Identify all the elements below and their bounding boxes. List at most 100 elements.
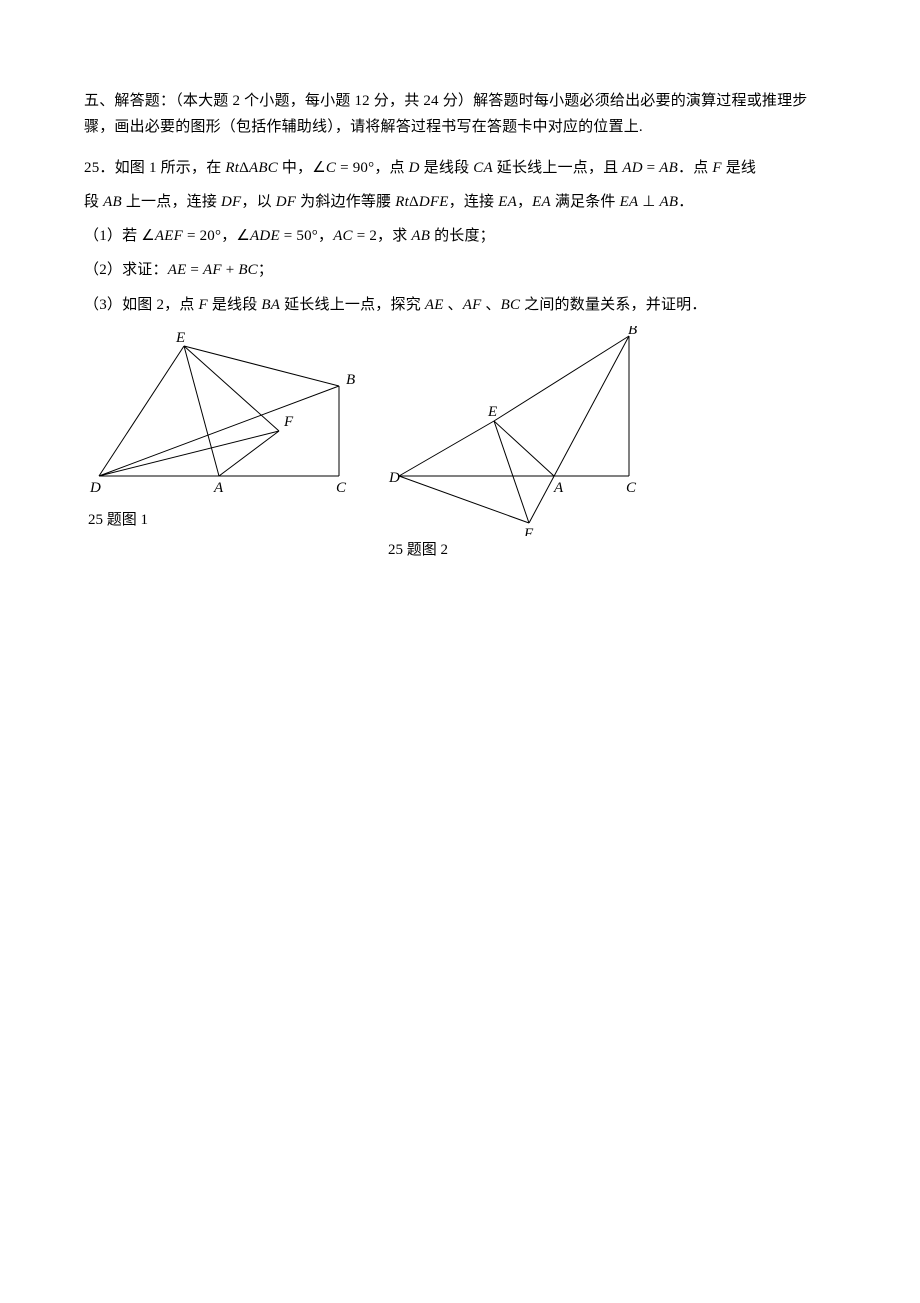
stem-seg5: 延长线上一点，且	[493, 160, 623, 176]
p3-af: AF	[463, 297, 482, 313]
stem-90: 90	[353, 160, 368, 176]
p1-50: 50	[296, 228, 311, 244]
stem-l2c: ，以	[241, 194, 275, 210]
p2-ae: AE	[168, 262, 187, 278]
svg-text:B: B	[346, 372, 355, 388]
p1-eq3: =	[353, 228, 370, 244]
p1-ac: AC	[333, 228, 353, 244]
problem-25-part3: （3）如图 2，点 F 是线段 BA 延长线上一点，探究 AE 、AF 、BC …	[84, 292, 836, 318]
page-root: 五、解答题：（本大题 2 个小题，每小题 12 分，共 24 分）解答题时每小题…	[0, 0, 920, 1303]
svg-text:B: B	[628, 326, 637, 338]
stem-eq1: =	[336, 160, 353, 176]
p1-ade: ADE	[250, 228, 280, 244]
problem-25-stem-line2: 段 AB 上一点，连接 DF，以 DF 为斜边作等腰 RtΔDFE，连接 EA，…	[84, 189, 836, 215]
p1-t4: ，求	[377, 228, 411, 244]
p2-bc: BC	[238, 262, 258, 278]
figure-2-caption: 25 题图 2	[388, 538, 448, 559]
p1-t2: ，	[221, 228, 236, 244]
stem-l2g: 满足条件	[551, 194, 620, 210]
p3-ba: BA	[261, 297, 280, 313]
stem-l2a: 段	[84, 194, 103, 210]
stem-seg7: 是线	[722, 160, 756, 176]
svg-text:C: C	[336, 480, 347, 496]
section-header: 五、解答题：（本大题 2 个小题，每小题 12 分，共 24 分）解答题时每小题…	[84, 88, 836, 141]
stem-eq2: =	[643, 160, 660, 176]
stem-ea3: EA	[620, 194, 639, 210]
svg-text:A: A	[553, 480, 564, 496]
p2-af: AF	[203, 262, 222, 278]
p3-label: （3）	[84, 297, 122, 313]
stem-l2b: 上一点，连接	[122, 194, 221, 210]
section-inner: （本大题 2 个小题，每小题 12 分，共 24 分）	[175, 93, 473, 109]
p3-sep1: 、	[444, 297, 463, 313]
stem-df: DF	[221, 194, 241, 210]
stem-ea2: EA	[532, 194, 551, 210]
p3-t3: 延长线上一点，探究	[280, 297, 425, 313]
p2-t1: 求证：	[122, 262, 168, 278]
problem-number: 25．	[84, 160, 115, 176]
stem-seg2: 中，	[278, 160, 312, 176]
p1-ab: AB	[411, 228, 430, 244]
svg-text:D: D	[388, 470, 400, 486]
p3-f: F	[199, 297, 208, 313]
p1-2: 2	[369, 228, 377, 244]
stem-perp: ⊥	[638, 194, 659, 210]
stem-ad: AD	[622, 160, 642, 176]
figure-2-block: DACBEF 25 题图 2	[384, 326, 684, 559]
p2-t2: ；	[258, 262, 273, 278]
figure-2-svg: DACBEF	[384, 326, 684, 536]
stem-rt: Rt	[225, 160, 239, 176]
stem-l2f: ，	[517, 194, 532, 210]
stem-abc: ABC	[249, 160, 278, 176]
stem-seg6: ．点	[678, 160, 712, 176]
stem-f: F	[712, 160, 721, 176]
p2-eq: =	[186, 262, 203, 278]
p2-label: （2）	[84, 262, 122, 278]
p3-ae: AE	[425, 297, 444, 313]
svg-text:F: F	[283, 414, 294, 430]
stem-ab3: AB	[659, 194, 678, 210]
p1-label: （1）	[84, 228, 122, 244]
stem-tri: Δ	[239, 160, 249, 176]
stem-seg1: 如图 1 所示，在	[115, 160, 226, 176]
problem-25-part1: （1）若 ∠AEF = 20°，∠ADE = 50°，AC = 2，求 AB 的…	[84, 223, 836, 249]
stem-dfe: DFE	[419, 194, 449, 210]
figure-1-caption: 25 题图 1	[88, 508, 148, 529]
stem-ca: CA	[473, 160, 493, 176]
stem-ab2: AB	[103, 194, 122, 210]
stem-tri2: Δ	[409, 194, 419, 210]
svg-text:D: D	[89, 480, 101, 496]
svg-text:C: C	[626, 480, 637, 496]
p2-plus: +	[222, 262, 239, 278]
problem-25-part2: （2）求证：AE = AF + BC；	[84, 257, 836, 283]
p1-20: 20	[200, 228, 215, 244]
svg-text:A: A	[213, 480, 224, 496]
stem-df2: DF	[276, 194, 296, 210]
section-prefix: 五、解答题：	[84, 93, 175, 109]
p1-eq1: =	[183, 228, 200, 244]
figures-row: D A C B F E 25 题图 1 D A C B E F 25 题图 2	[84, 326, 836, 559]
stem-seg3: ，点	[374, 160, 408, 176]
p3-t4: 之间的数量关系，并证明．	[520, 297, 706, 313]
p1-ang1: ∠	[141, 228, 155, 244]
p1-t3: ，	[318, 228, 333, 244]
p1-ang2: ∠	[236, 228, 250, 244]
stem-l2d: 为斜边作等腰	[296, 194, 395, 210]
stem-c: C	[326, 160, 336, 176]
stem-ab: AB	[659, 160, 678, 176]
p1-t5: 的长度；	[430, 228, 495, 244]
p1-t1: 若	[122, 228, 141, 244]
stem-ea: EA	[498, 194, 517, 210]
stem-l2h: ．	[678, 194, 693, 210]
svg-text:F: F	[523, 526, 534, 536]
p3-sep2: 、	[481, 297, 500, 313]
stem-d: D	[409, 160, 420, 176]
p3-t2: 是线段	[208, 297, 262, 313]
p1-eq2: =	[280, 228, 297, 244]
stem-rt2: Rt	[395, 194, 409, 210]
figure-1-svg: D A C B F E	[84, 326, 374, 506]
p3-t1: 如图 2，点	[122, 297, 198, 313]
svg-text:E: E	[175, 330, 185, 346]
stem-angle1: ∠	[312, 160, 326, 176]
p3-bc: BC	[501, 297, 521, 313]
